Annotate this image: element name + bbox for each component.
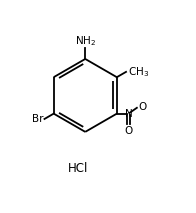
Text: O: O (124, 126, 133, 136)
Text: HCl: HCl (67, 162, 88, 175)
Text: NH$_2$: NH$_2$ (75, 34, 96, 47)
Text: N: N (125, 109, 132, 119)
Text: O: O (138, 102, 147, 112)
Text: CH$_3$: CH$_3$ (128, 65, 149, 79)
Text: Br: Br (32, 114, 44, 124)
